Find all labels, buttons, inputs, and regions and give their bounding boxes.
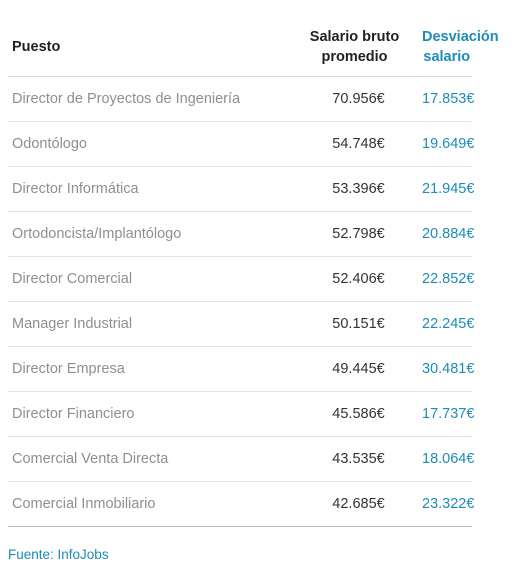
header-puesto: Puesto — [8, 18, 287, 77]
cell-puesto: Manager Industrial — [8, 301, 287, 347]
cell-salario: 52.798€ — [287, 211, 422, 257]
table-row: Director de Proyectos de Ingeniería 70.9… — [8, 76, 521, 122]
cell-puesto: Ortodoncista/Implantólogo — [8, 211, 287, 257]
header-salario: Salario bruto promedio — [287, 18, 422, 77]
header-salario-line2: promedio — [321, 48, 388, 65]
cell-salario: 70.956€ — [287, 76, 422, 122]
cell-puesto: Director de Proyectos de Ingeniería — [8, 76, 287, 122]
header-salario-line1: Salario bruto — [309, 28, 400, 45]
table-row: Odontólogo 54.748€ 19.649€ — [8, 121, 521, 167]
salary-table: Puesto Salario bruto promedio Desviación… — [8, 18, 521, 527]
salary-table-container: Puesto Salario bruto promedio Desviación… — [8, 18, 521, 527]
table-row: Manager Industrial 50.151€ 22.245€ — [8, 301, 521, 347]
cell-puesto: Director Comercial — [8, 256, 287, 302]
table-row: Director Comercial 52.406€ 22.852€ — [8, 256, 521, 302]
cell-desviacion: 21.945€ — [422, 166, 474, 212]
table-row: Director Financiero 45.586€ 17.737€ — [8, 391, 521, 437]
cell-desviacion: 17.737€ — [422, 391, 474, 437]
cell-salario: 54.748€ — [287, 121, 422, 167]
cell-desviacion: 22.852€ — [422, 256, 474, 302]
cell-desviacion: 18.064€ — [422, 436, 474, 482]
table-row: Ortodoncista/Implantólogo 52.798€ 20.884… — [8, 211, 521, 257]
cell-salario: 49.445€ — [287, 346, 422, 392]
cell-puesto: Comercial Venta Directa — [8, 436, 287, 482]
cell-desviacion: 30.481€ — [422, 346, 474, 392]
header-desviacion-line1: Desviación — [422, 28, 499, 45]
cell-salario: 45.586€ — [287, 391, 422, 437]
cell-desviacion: 20.884€ — [422, 211, 474, 257]
cell-salario: 52.406€ — [287, 256, 422, 302]
table-body: Director de Proyectos de Ingeniería 70.9… — [8, 76, 521, 527]
cell-desviacion: 19.649€ — [422, 121, 474, 167]
table-header: Puesto Salario bruto promedio Desviación… — [8, 18, 521, 77]
cell-puesto: Director Informática — [8, 166, 287, 212]
header-desviacion-line2: salario — [423, 48, 471, 65]
cell-salario: 50.151€ — [287, 301, 422, 347]
header-desviacion: Desviación salario — [422, 18, 499, 77]
cell-salario: 42.685€ — [287, 481, 422, 527]
table-row: Comercial Venta Directa 43.535€ 18.064€ — [8, 436, 521, 482]
cell-desviacion: 22.245€ — [422, 301, 474, 347]
cell-desviacion: 17.853€ — [422, 76, 474, 122]
table-row: Director Empresa 49.445€ 30.481€ — [8, 346, 521, 392]
cell-desviacion: 23.322€ — [422, 481, 474, 527]
table-row: Comercial Inmobiliario 42.685€ 23.322€ — [8, 481, 521, 527]
cell-salario: 43.535€ — [287, 436, 422, 482]
cell-puesto: Odontólogo — [8, 121, 287, 167]
cell-puesto: Comercial Inmobiliario — [8, 481, 287, 527]
cell-puesto: Director Financiero — [8, 391, 287, 437]
table-row: Director Informática 53.396€ 21.945€ — [8, 166, 521, 212]
source-note: Fuente: InfoJobs — [8, 547, 109, 562]
cell-salario: 53.396€ — [287, 166, 422, 212]
cell-puesto: Director Empresa — [8, 346, 287, 392]
header-row: Puesto Salario bruto promedio Desviación… — [8, 18, 521, 77]
